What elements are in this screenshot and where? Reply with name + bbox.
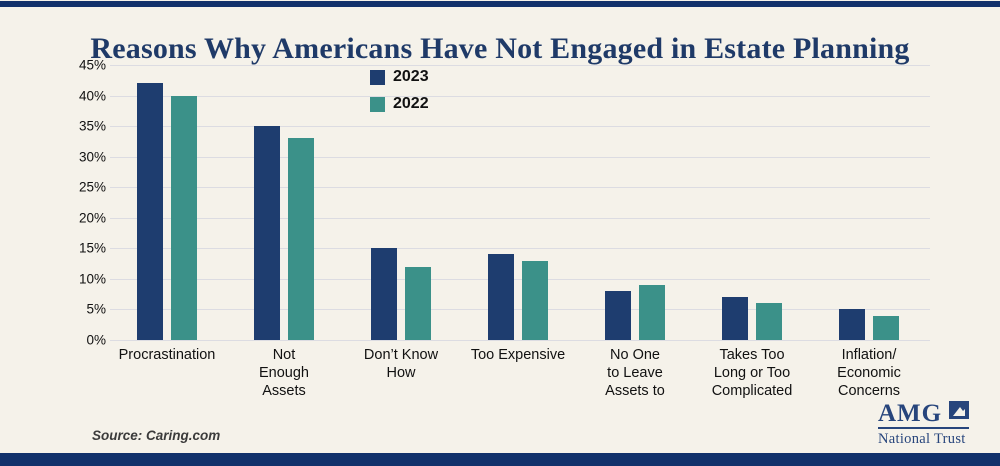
bar-2022-no-one: [639, 285, 665, 340]
gridline-30%: [110, 156, 930, 158]
x-axis-label: Too Expensive: [470, 347, 566, 363]
gridline-40%: [110, 95, 930, 97]
gridline-35%: [110, 126, 930, 128]
logo-amg-text: AMG: [878, 400, 943, 427]
x-axis-label: Don’t Know How: [363, 347, 439, 381]
y-axis-tick-15%: 15%: [78, 240, 106, 256]
chart-legend: 2023 2022: [370, 68, 429, 113]
legend-item-2022: 2022: [370, 95, 429, 113]
amg-national-trust-logo: AMG National Trust: [878, 400, 970, 448]
bar-2023-takes-too: [722, 297, 748, 340]
x-axis-label: Takes Too Long or Too Complicated: [711, 347, 793, 399]
y-axis-tick-20%: 20%: [78, 210, 106, 226]
x-axis-label: Not Enough Assets: [259, 347, 309, 399]
x-axis-label: No One to Leave Assets to: [605, 347, 665, 399]
logo-top-row: AMG: [878, 400, 970, 429]
logo-subtitle-text: National Trust: [878, 431, 966, 447]
y-axis-tick-25%: 25%: [78, 179, 106, 195]
y-axis-tick-30%: 30%: [78, 149, 106, 165]
bar-2022-procrastination: [171, 95, 197, 340]
legend-label-2023: 2023: [393, 68, 429, 85]
chart-title: Reasons Why Americans Have Not Engaged i…: [90, 32, 910, 66]
bottom-border-bar: [0, 453, 1000, 466]
bar-2023-procrastination: [137, 83, 163, 340]
legend-item-2023: 2023: [370, 68, 429, 86]
y-axis-tick-5%: 5%: [86, 301, 106, 317]
source-attribution: Source: Caring.com: [92, 428, 221, 443]
y-axis-tick-45%: 45%: [78, 57, 106, 73]
gridline-45%: [110, 65, 930, 66]
bar-2023-not: [254, 126, 280, 340]
bar-2022-inflation-: [873, 315, 899, 340]
bar-2023-inflation-: [839, 309, 865, 340]
top-border-bar: [0, 1, 1000, 7]
bar-2022-takes-too: [756, 303, 782, 340]
gridline-5%: [110, 309, 930, 311]
gridline-10%: [110, 278, 930, 280]
y-axis-tick-0%: 0%: [86, 332, 106, 348]
bar-2022-too-expensive: [522, 260, 548, 340]
bar-2023-no-one: [605, 291, 631, 340]
gridline-0%: [110, 340, 930, 341]
y-axis-tick-40%: 40%: [78, 88, 106, 104]
bar-2023-don-t-know: [371, 248, 397, 340]
bar-2023-too-expensive: [488, 254, 514, 340]
legend-swatch-2023-icon: [370, 69, 385, 85]
legend-label-2022: 2022: [393, 95, 429, 112]
x-axis-label: Inflation/ Economic Concerns: [837, 347, 901, 399]
gridline-15%: [110, 248, 930, 250]
x-axis-label: Procrastination: [118, 347, 216, 363]
mountain-logo-icon: [949, 401, 970, 424]
gridline-25%: [110, 187, 930, 189]
y-axis-tick-35%: 35%: [78, 118, 106, 134]
legend-swatch-2022-icon: [370, 96, 385, 112]
bar-2022-don-t-know: [405, 266, 431, 340]
gridline-20%: [110, 217, 930, 219]
y-axis-tick-10%: 10%: [78, 271, 106, 287]
bar-2022-not: [288, 138, 314, 340]
